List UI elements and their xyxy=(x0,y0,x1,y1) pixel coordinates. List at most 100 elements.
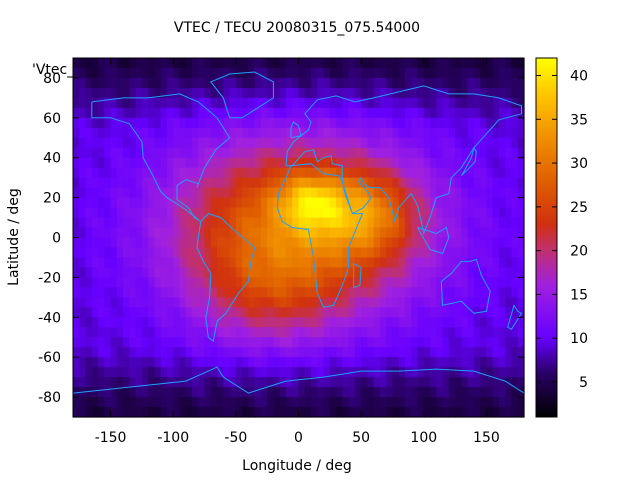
heatmap-cell xyxy=(135,77,143,89)
heatmap-cell xyxy=(461,237,469,249)
heatmap-cell xyxy=(98,317,105,328)
heatmap-cell xyxy=(204,287,212,298)
heatmap-cell xyxy=(73,87,80,99)
heatmap-cell xyxy=(404,207,412,219)
heatmap-cell xyxy=(480,317,488,328)
heatmap-cell xyxy=(98,347,105,358)
heatmap-cell xyxy=(486,97,494,109)
heatmap-cell xyxy=(311,307,318,318)
heatmap-cell xyxy=(398,87,406,99)
heatmap-cell xyxy=(166,107,174,119)
heatmap-cell xyxy=(179,257,187,269)
heatmap-cell xyxy=(229,367,237,378)
heatmap-cell xyxy=(185,367,193,378)
heatmap-cell xyxy=(204,97,212,109)
heatmap-cell xyxy=(110,267,118,278)
heatmap-cell xyxy=(398,127,406,139)
heatmap-cell xyxy=(73,157,80,169)
heatmap-cell xyxy=(455,177,462,189)
heatmap-cell xyxy=(517,317,525,328)
heatmap-cell xyxy=(448,257,456,269)
heatmap-cell xyxy=(154,407,162,418)
heatmap-cell xyxy=(367,87,375,99)
heatmap-cell xyxy=(173,277,181,288)
heatmap-cell xyxy=(160,347,168,358)
heatmap-cell xyxy=(323,127,331,139)
heatmap-cell xyxy=(373,167,381,179)
heatmap-cell xyxy=(129,67,137,79)
heatmap-cell xyxy=(254,407,262,418)
heatmap-cell xyxy=(229,327,237,338)
heatmap-cell xyxy=(91,257,99,269)
heatmap-cell xyxy=(173,87,181,99)
heatmap-cell xyxy=(260,117,268,129)
heatmap-cell xyxy=(511,137,519,149)
heatmap-cell xyxy=(160,287,168,298)
heatmap-cell xyxy=(185,67,193,79)
heatmap-cell xyxy=(361,87,368,99)
heatmap-cell xyxy=(511,317,519,328)
heatmap-cell xyxy=(79,207,87,219)
heatmap-cell xyxy=(373,377,381,388)
heatmap-cell xyxy=(430,87,437,99)
heatmap-cell xyxy=(498,247,506,259)
heatmap-cell xyxy=(423,147,431,159)
heatmap-cell xyxy=(141,117,149,129)
heatmap-cell xyxy=(292,407,300,418)
heatmap-cell xyxy=(185,287,193,298)
heatmap-cell xyxy=(148,187,156,199)
heatmap-cell xyxy=(179,387,187,398)
heatmap-cell xyxy=(229,377,237,388)
heatmap-cell xyxy=(473,207,481,219)
heatmap-cell xyxy=(404,337,412,348)
heatmap-cell xyxy=(329,367,337,378)
heatmap-cell xyxy=(398,97,406,109)
heatmap-cell xyxy=(129,347,137,358)
heatmap-cell xyxy=(260,77,268,89)
heatmap-cell xyxy=(411,107,419,119)
heatmap-cell xyxy=(480,87,488,99)
heatmap-cell xyxy=(511,407,519,418)
heatmap-cell xyxy=(179,247,187,259)
heatmap-cell xyxy=(273,297,281,308)
heatmap-cell xyxy=(104,67,112,79)
heatmap-cell xyxy=(455,107,462,119)
heatmap-cell xyxy=(336,407,343,418)
heatmap-cell xyxy=(398,117,406,129)
heatmap-cell xyxy=(98,227,105,239)
heatmap-cell xyxy=(104,137,112,149)
heatmap-cell xyxy=(379,177,387,189)
heatmap-cell xyxy=(179,327,187,338)
heatmap-cell xyxy=(204,87,212,99)
heatmap-cell xyxy=(336,257,343,269)
heatmap-cell xyxy=(304,367,312,378)
heatmap-cell xyxy=(154,337,162,348)
heatmap-cell xyxy=(498,337,506,348)
heatmap-cell xyxy=(430,297,437,308)
heatmap-cell xyxy=(361,257,368,269)
heatmap-cell xyxy=(492,127,500,139)
heatmap-cell xyxy=(430,367,437,378)
heatmap-cell xyxy=(486,317,494,328)
heatmap-cell xyxy=(267,77,275,89)
heatmap-cell xyxy=(110,67,118,79)
heatmap-cell xyxy=(473,287,481,298)
heatmap-cell xyxy=(123,177,130,189)
heatmap-cell xyxy=(411,257,419,269)
heatmap-cell xyxy=(448,227,456,239)
heatmap-cell xyxy=(411,117,419,129)
heatmap-cell xyxy=(386,267,394,278)
heatmap-cell xyxy=(129,157,137,169)
heatmap-cell xyxy=(260,58,268,69)
heatmap-cell xyxy=(154,387,162,398)
heatmap-cell xyxy=(442,257,450,269)
heatmap-cell xyxy=(204,67,212,79)
heatmap-cell xyxy=(367,67,375,79)
heatmap-cell xyxy=(129,197,137,209)
heatmap-cell xyxy=(329,197,337,209)
heatmap-cell xyxy=(173,207,181,219)
heatmap-cell xyxy=(267,387,275,398)
heatmap-cell xyxy=(473,187,481,199)
heatmap-cell xyxy=(461,67,469,79)
heatmap-cell xyxy=(267,347,275,358)
